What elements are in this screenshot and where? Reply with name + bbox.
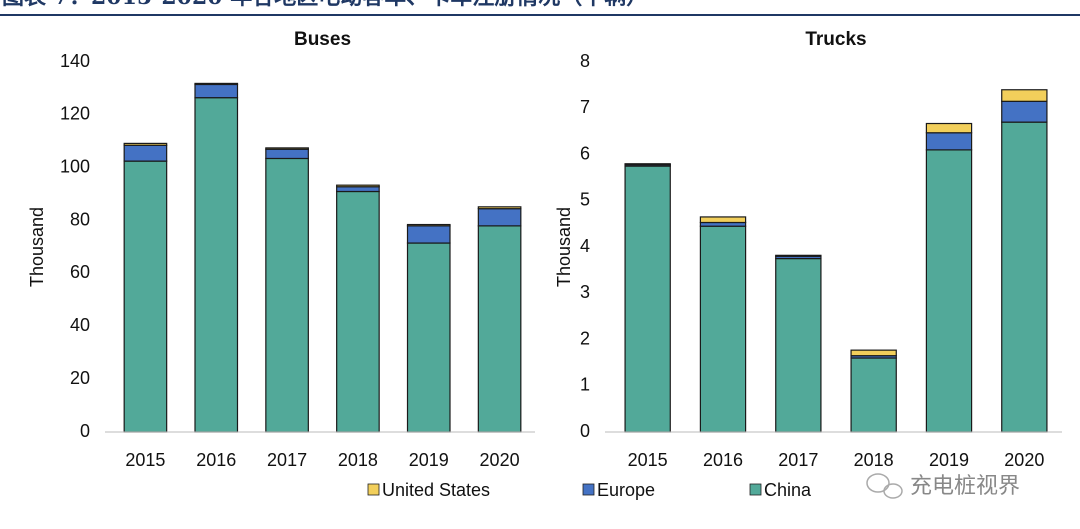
bar-segment <box>925 149 973 433</box>
bar-segment <box>850 349 897 357</box>
bar-segment <box>336 190 380 433</box>
bar-segment <box>775 254 822 257</box>
y-tick-label: 4 <box>580 236 590 256</box>
bar-segment <box>265 157 309 433</box>
bar-segment <box>624 165 671 433</box>
watermark-text: 充电桩视界 <box>910 473 1020 498</box>
y-tick-label: 100 <box>60 156 90 176</box>
bar-segment <box>925 122 973 134</box>
y-tick-label: 80 <box>70 209 90 229</box>
x-tick-label: 2020 <box>480 450 520 470</box>
y-axis-label: Thousand <box>554 207 574 287</box>
bar-segment <box>336 186 380 193</box>
y-tick-label: 60 <box>70 262 90 282</box>
watermark: 充电桩视界 <box>866 473 1020 499</box>
bar-segment <box>477 206 522 210</box>
bar-segment <box>123 142 168 146</box>
x-tick-label: 2020 <box>1004 450 1044 470</box>
legend-swatch <box>367 483 380 496</box>
y-tick-label: 40 <box>70 315 90 335</box>
x-tick-label: 2019 <box>409 450 449 470</box>
bar-segment <box>406 223 451 227</box>
x-tick-label: 2017 <box>778 450 818 470</box>
legend-label: United States <box>382 480 490 500</box>
chart-title: Buses <box>294 29 351 50</box>
y-tick-label: 2 <box>580 328 590 348</box>
y-tick-label: 0 <box>80 421 90 441</box>
y-tick-label: 3 <box>580 282 590 302</box>
bar-segment <box>1001 89 1048 102</box>
bar-segment <box>925 132 973 151</box>
y-tick-label: 120 <box>60 104 90 124</box>
bar-segment <box>699 216 747 224</box>
legend-label: Europe <box>597 480 655 500</box>
bar-segment <box>265 147 309 150</box>
y-tick-label: 1 <box>580 375 590 395</box>
bar-segment <box>477 208 522 227</box>
x-tick-label: 2016 <box>196 450 236 470</box>
bar-segment <box>850 357 897 433</box>
y-axis-label: Thousand <box>27 207 47 287</box>
bar-segment <box>194 97 239 433</box>
bar-segment <box>265 148 309 160</box>
y-tick-label: 6 <box>580 143 590 163</box>
bar-segment <box>1001 100 1048 123</box>
x-tick-label: 2016 <box>703 450 743 470</box>
y-tick-label: 0 <box>580 421 590 441</box>
bar-segment <box>477 225 522 433</box>
legend-swatch <box>582 483 595 496</box>
y-tick-label: 20 <box>70 368 90 388</box>
x-tick-label: 2018 <box>338 450 378 470</box>
legend-label: China <box>764 480 812 500</box>
y-tick-label: 8 <box>580 51 590 71</box>
x-tick-label: 2017 <box>267 450 307 470</box>
y-tick-label: 140 <box>60 51 90 71</box>
bar-segment <box>775 257 822 433</box>
bar-segment <box>123 144 168 162</box>
bar-segment <box>1001 121 1048 433</box>
x-tick-label: 2015 <box>125 450 165 470</box>
bar-segment <box>194 83 239 99</box>
bar-segment <box>336 184 380 188</box>
x-tick-label: 2019 <box>929 450 969 470</box>
bar-segment <box>194 82 239 86</box>
x-tick-label: 2018 <box>854 450 894 470</box>
bar-segment <box>699 225 747 433</box>
y-tick-label: 7 <box>580 97 590 117</box>
header-title: 图表 7：2015-2020 年各地区电动客车、卡车注册情况（千辆） <box>2 0 648 10</box>
y-tick-label: 5 <box>580 190 590 210</box>
legend-swatch <box>749 483 762 496</box>
x-tick-label: 2015 <box>628 450 668 470</box>
bar-segment <box>406 225 451 244</box>
bar-segment <box>624 163 671 166</box>
bar-segment <box>123 160 168 433</box>
bar-segment <box>406 242 451 433</box>
chart-title: Trucks <box>805 29 866 50</box>
